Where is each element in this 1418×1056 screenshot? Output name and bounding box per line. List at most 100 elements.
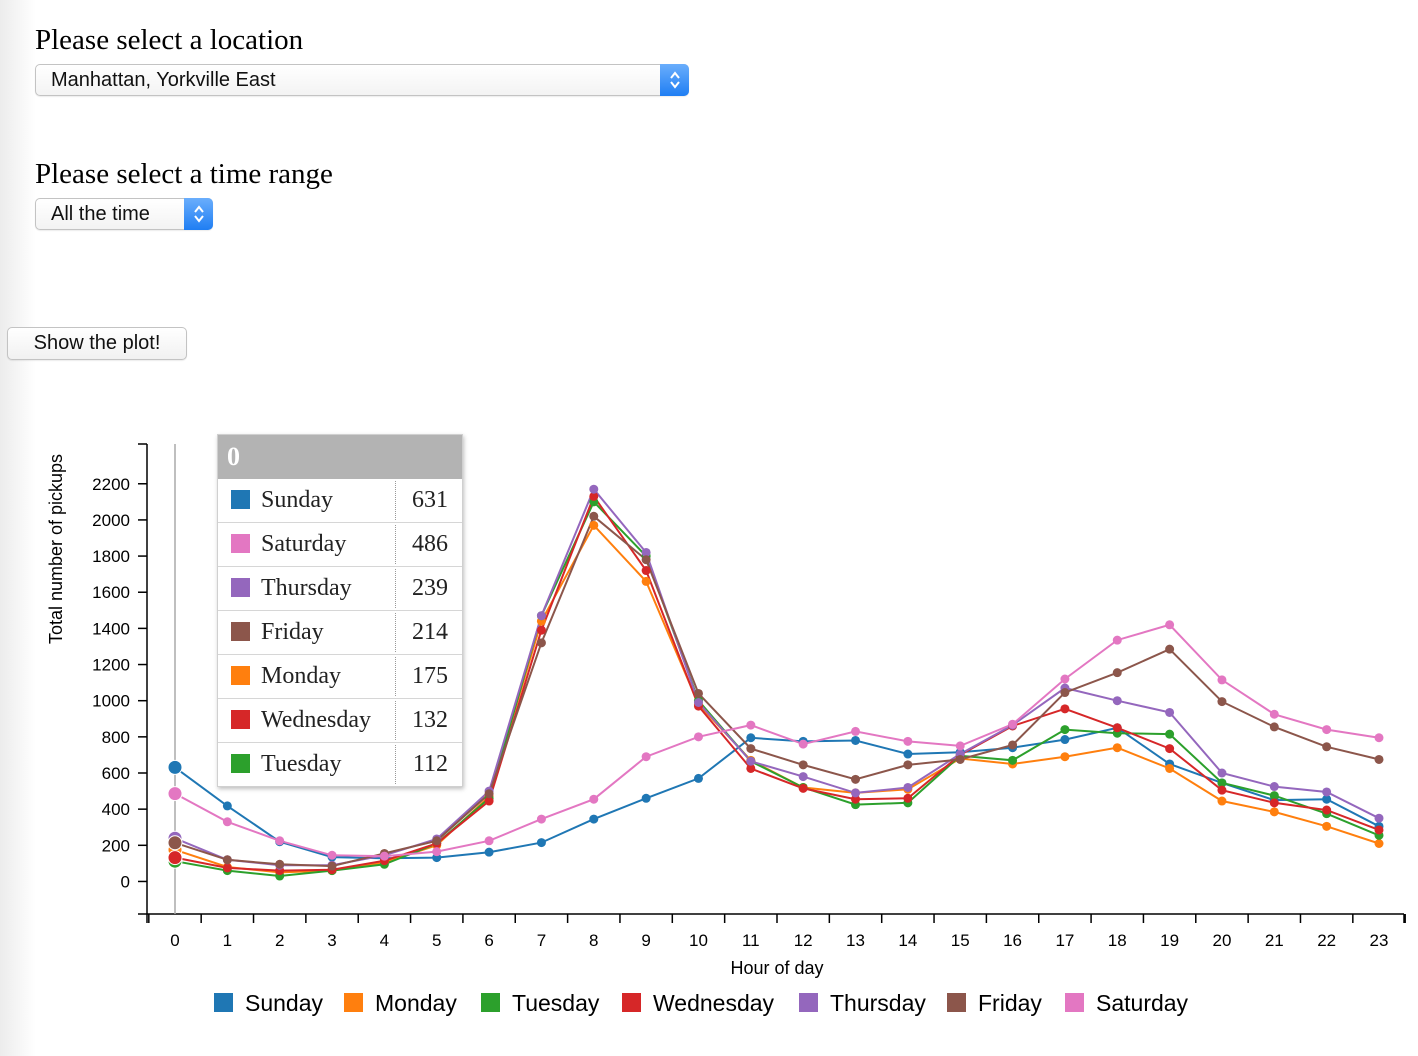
data-point	[275, 836, 285, 846]
data-point	[167, 759, 183, 775]
tooltip-divider	[395, 481, 396, 520]
data-point	[222, 801, 232, 811]
tooltip-divider	[395, 745, 396, 784]
data-point	[1165, 744, 1175, 754]
data-point	[1322, 725, 1332, 735]
data-point	[1112, 635, 1122, 645]
tooltip-series-value: 132	[412, 707, 448, 733]
data-point	[1060, 674, 1070, 684]
legend-label: Monday	[375, 990, 457, 1016]
data-point	[903, 749, 913, 759]
y-tick-label: 1600	[92, 583, 130, 602]
data-point	[955, 754, 965, 764]
y-tick-label: 400	[102, 800, 130, 819]
x-tick-label: 10	[689, 931, 708, 950]
data-point	[222, 855, 232, 865]
tooltip-series-name: Thursday	[261, 575, 352, 601]
data-point	[955, 741, 965, 751]
y-tick-label: 1800	[92, 547, 130, 566]
tooltip-series-name: Friday	[261, 619, 324, 645]
time-range-select[interactable]: All the time	[35, 198, 213, 230]
data-point	[746, 763, 756, 773]
x-tick-label: 11	[742, 931, 760, 950]
data-point	[589, 520, 599, 530]
data-point	[1060, 704, 1070, 714]
tooltip-divider	[395, 569, 396, 608]
legend-label: Sunday	[245, 990, 324, 1016]
y-axis-title: Total number of pickups	[46, 454, 66, 644]
x-tick-label: 3	[327, 931, 336, 950]
x-tick-label: 1	[223, 931, 232, 950]
tooltip-swatch	[231, 490, 250, 509]
y-tick-label: 200	[102, 836, 130, 855]
tooltip-row: Friday 214	[218, 610, 462, 654]
data-point	[536, 611, 546, 621]
select-arrows-icon[interactable]	[660, 64, 689, 96]
data-point	[222, 863, 232, 873]
tooltip-series-name: Monday	[261, 663, 341, 689]
data-point	[589, 794, 599, 804]
data-point	[1165, 644, 1175, 654]
tooltip-swatch	[231, 534, 250, 553]
data-point	[798, 772, 808, 782]
data-point	[693, 732, 703, 742]
series-line-wednesday	[174, 494, 1380, 872]
data-point	[641, 547, 651, 557]
data-point	[746, 720, 756, 730]
data-point	[693, 688, 703, 698]
data-point	[1374, 825, 1384, 835]
data-point	[536, 625, 546, 635]
y-tick-label: 1400	[92, 619, 130, 638]
data-point	[851, 726, 861, 736]
tooltip-swatch	[231, 578, 250, 597]
series-line-saturday	[174, 623, 1380, 858]
data-point	[327, 850, 337, 860]
tooltip-series-name: Wednesday	[261, 707, 372, 733]
location-select[interactable]: Manhattan, Yorkville East	[35, 64, 689, 96]
data-point	[798, 739, 808, 749]
data-point	[536, 638, 546, 648]
data-point	[1322, 805, 1332, 815]
tooltip-divider	[395, 701, 396, 740]
tooltip-title: 0	[218, 435, 462, 479]
legend-swatch	[799, 993, 818, 1012]
data-point	[589, 484, 599, 494]
hover-tooltip: 0 Sunday 631 Saturday 486 Thursday 239 Friday 2…	[217, 434, 463, 787]
x-tick-label: 17	[1055, 931, 1074, 950]
data-point	[1322, 821, 1332, 831]
x-tick-label: 7	[537, 931, 546, 950]
tooltip-divider	[395, 613, 396, 652]
data-point	[589, 814, 599, 824]
data-point	[1374, 733, 1384, 743]
tooltip-row: Saturday 486	[218, 522, 462, 566]
up-down-chevron-icon	[669, 71, 680, 89]
data-point	[589, 491, 599, 501]
series-line-sunday	[174, 726, 1380, 860]
y-tick-label: 2200	[92, 475, 130, 494]
tooltip-divider	[395, 657, 396, 696]
tooltip-swatch	[231, 622, 250, 641]
x-tick-label: 20	[1212, 931, 1231, 950]
x-tick-label: 23	[1370, 931, 1389, 950]
data-point	[1322, 742, 1332, 752]
data-point	[1217, 768, 1227, 778]
data-point	[693, 698, 703, 707]
tooltip-series-value: 214	[412, 619, 448, 645]
tooltip-row: Sunday 631	[218, 479, 462, 522]
y-tick-label: 1200	[92, 656, 130, 675]
x-tick-label: 12	[794, 931, 813, 950]
x-tick-label: 9	[641, 931, 650, 950]
data-point	[641, 793, 651, 803]
data-point	[903, 782, 913, 792]
data-point	[1217, 697, 1227, 707]
data-point	[903, 793, 913, 803]
select-arrows-icon[interactable]	[184, 198, 213, 230]
data-point	[1060, 688, 1070, 698]
legend-label: Saturday	[1096, 990, 1189, 1016]
x-tick-label: 18	[1108, 931, 1127, 950]
data-point	[641, 555, 651, 565]
data-point	[1269, 722, 1279, 732]
legend-swatch	[214, 993, 233, 1012]
show-plot-button[interactable]: Show the plot!	[7, 327, 187, 360]
